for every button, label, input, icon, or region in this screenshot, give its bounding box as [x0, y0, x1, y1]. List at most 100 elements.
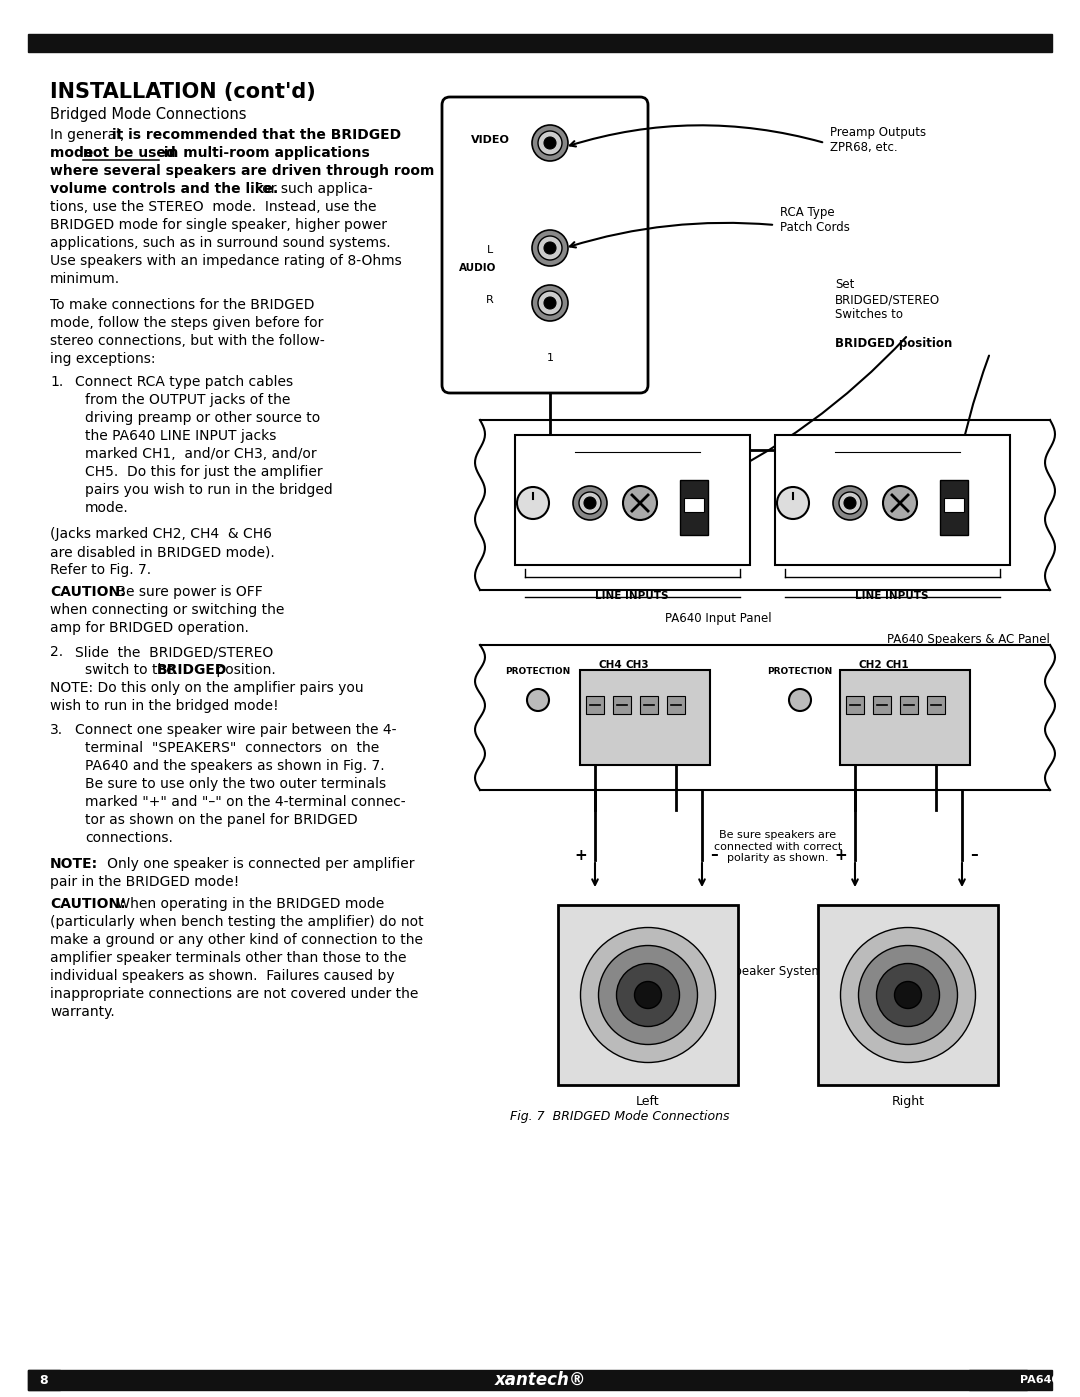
- Text: applications, such as in surround sound systems.: applications, such as in surround sound …: [50, 236, 391, 250]
- Text: mode: mode: [50, 147, 98, 161]
- Text: Refer to Fig. 7.: Refer to Fig. 7.: [50, 563, 151, 577]
- Bar: [28, 1370, 1052, 1390]
- Text: L: L: [487, 244, 494, 256]
- Text: CH2: CH2: [859, 659, 881, 671]
- Circle shape: [877, 964, 940, 1027]
- Text: +: +: [834, 848, 847, 862]
- Circle shape: [532, 231, 568, 265]
- Text: not be used: not be used: [83, 147, 176, 161]
- Text: when connecting or switching the: when connecting or switching the: [50, 604, 284, 617]
- Circle shape: [573, 486, 607, 520]
- Circle shape: [617, 964, 679, 1027]
- Circle shape: [517, 488, 549, 520]
- Text: minimum.: minimum.: [50, 272, 120, 286]
- Circle shape: [833, 486, 867, 520]
- Text: inappropriate connections are not covered under the: inappropriate connections are not covere…: [50, 988, 418, 1002]
- Text: -: -: [880, 678, 885, 687]
- Text: Preamp Outputs
ZPR68, etc.: Preamp Outputs ZPR68, etc.: [831, 126, 927, 154]
- Circle shape: [777, 488, 809, 520]
- Text: PA640: PA640: [1021, 1375, 1059, 1384]
- Text: Connect RCA type patch cables: Connect RCA type patch cables: [75, 374, 293, 388]
- Text: LEVEL: LEVEL: [518, 447, 548, 455]
- Text: + BRIDGED –: + BRIDGED –: [616, 735, 675, 745]
- Circle shape: [544, 137, 556, 149]
- Text: NOTE:: NOTE:: [50, 856, 98, 870]
- Text: PA640 Speakers & AC Panel: PA640 Speakers & AC Panel: [887, 633, 1050, 645]
- Text: Be sure power is OFF: Be sure power is OFF: [112, 585, 262, 599]
- Text: INSTALLATION (cont'd): INSTALLATION (cont'd): [50, 82, 315, 102]
- Circle shape: [894, 982, 921, 1009]
- Text: 3V: 3V: [780, 483, 791, 492]
- Bar: [28, 1370, 60, 1390]
- Circle shape: [532, 285, 568, 321]
- Text: LINE INPUTS: LINE INPUTS: [855, 591, 929, 601]
- Text: connections.: connections.: [85, 831, 173, 845]
- Text: mode, follow the steps given before for: mode, follow the steps given before for: [50, 316, 323, 330]
- Text: make a ground or any other kind of connection to the: make a ground or any other kind of conne…: [50, 933, 423, 947]
- Text: 8: 8: [40, 1373, 49, 1386]
- Text: tor as shown on the panel for BRIDGED: tor as shown on the panel for BRIDGED: [85, 813, 357, 827]
- Text: 3V: 3V: [519, 483, 530, 492]
- Text: stereo connections, but with the follow-: stereo connections, but with the follow-: [50, 334, 325, 348]
- Text: In general,: In general,: [50, 129, 129, 142]
- Text: -: -: [647, 678, 651, 687]
- Text: Fig. 7  BRIDGED Mode Connections: Fig. 7 BRIDGED Mode Connections: [510, 1111, 729, 1123]
- Text: CH1: CH1: [578, 457, 602, 467]
- Text: -: -: [907, 678, 912, 687]
- Circle shape: [635, 982, 661, 1009]
- Text: it is recommended that the BRIDGED: it is recommended that the BRIDGED: [112, 129, 401, 142]
- Text: amplifier speaker terminals other than those to the: amplifier speaker terminals other than t…: [50, 951, 406, 965]
- Circle shape: [579, 492, 600, 514]
- Text: R: R: [486, 295, 494, 305]
- Circle shape: [544, 242, 556, 254]
- Circle shape: [527, 689, 549, 711]
- Text: marked "+" and "–" on the 4-terminal connec-: marked "+" and "–" on the 4-terminal con…: [85, 795, 406, 809]
- Bar: [927, 696, 945, 714]
- Bar: [558, 905, 738, 1085]
- Text: warranty.: warranty.: [50, 1004, 114, 1018]
- Text: PA640 Input Panel: PA640 Input Panel: [665, 612, 771, 624]
- Bar: [818, 905, 998, 1085]
- Bar: [840, 671, 970, 766]
- Text: .2V: .2V: [540, 483, 552, 492]
- Text: amp for BRIDGED operation.: amp for BRIDGED operation.: [50, 622, 248, 636]
- Circle shape: [843, 497, 856, 509]
- Text: pairs you wish to run in the bridged: pairs you wish to run in the bridged: [85, 483, 333, 497]
- Text: CH1: CH1: [886, 659, 908, 671]
- FancyBboxPatch shape: [442, 96, 648, 393]
- Text: 3.: 3.: [50, 724, 63, 738]
- Text: the PA640 LINE INPUT jacks: the PA640 LINE INPUT jacks: [85, 429, 276, 443]
- Circle shape: [598, 946, 698, 1045]
- Text: .2V: .2V: [800, 483, 812, 492]
- Text: xantech®: xantech®: [495, 1370, 585, 1389]
- Text: Left: Left: [636, 1095, 660, 1108]
- Text: from the OUTPUT jacks of the: from the OUTPUT jacks of the: [85, 393, 291, 407]
- Text: STEREO: STEREO: [718, 550, 752, 559]
- Text: CH5.  Do this for just the amplifier: CH5. Do this for just the amplifier: [85, 465, 323, 479]
- Text: CH4: CH4: [598, 659, 622, 671]
- Text: driving preamp or other source to: driving preamp or other source to: [85, 411, 321, 425]
- Text: ing exceptions:: ing exceptions:: [50, 352, 156, 366]
- Circle shape: [883, 486, 917, 520]
- Bar: [684, 497, 704, 511]
- Text: PROTECTION: PROTECTION: [768, 666, 833, 676]
- Bar: [580, 671, 710, 766]
- Circle shape: [789, 689, 811, 711]
- Text: 1: 1: [546, 353, 554, 363]
- Bar: [667, 696, 685, 714]
- Text: CH4: CH4: [888, 457, 912, 467]
- Bar: [28, 34, 1052, 52]
- Text: +: +: [851, 678, 859, 687]
- Text: PROTECTION: PROTECTION: [505, 666, 570, 676]
- Text: –: –: [710, 848, 718, 862]
- Circle shape: [538, 236, 562, 260]
- Text: Right: Right: [891, 1095, 924, 1108]
- Text: position.: position.: [212, 664, 275, 678]
- Text: To make connections for the BRIDGED: To make connections for the BRIDGED: [50, 298, 314, 312]
- Text: +: +: [932, 678, 940, 687]
- Text: (particularly when bench testing the amplifier) do not: (particularly when bench testing the amp…: [50, 915, 423, 929]
- Bar: [940, 481, 968, 535]
- Bar: [775, 434, 1010, 564]
- Circle shape: [538, 291, 562, 314]
- Text: +: +: [591, 678, 599, 687]
